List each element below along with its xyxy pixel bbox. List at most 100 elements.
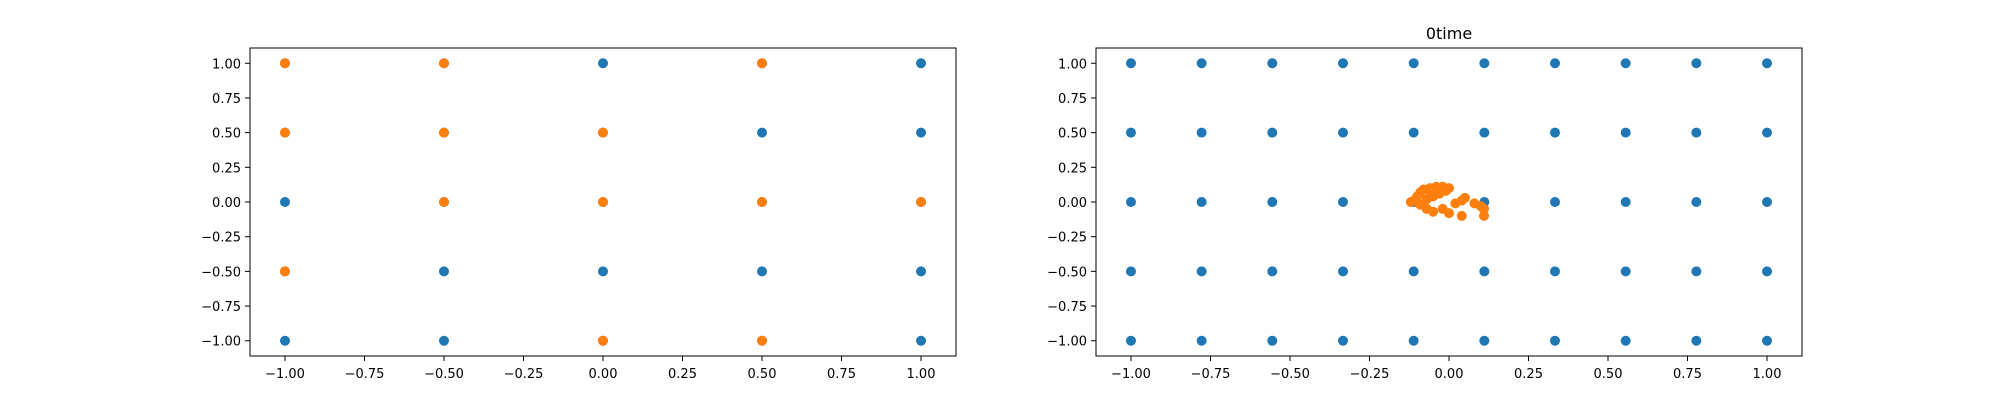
y-tick-label: 1.00 xyxy=(212,57,241,72)
y-tick-label: 0.75 xyxy=(1058,92,1087,107)
x-tick-label: 0.00 xyxy=(1435,367,1464,382)
scatter-point-series-1 xyxy=(1408,58,1419,69)
scatter-point-series-1 xyxy=(1479,127,1490,138)
scatter-point-series-1 xyxy=(757,127,768,138)
scatter-point-series-1 xyxy=(1549,266,1560,277)
y-tick-label: −1.00 xyxy=(1047,335,1087,350)
scatter-point-series-1 xyxy=(1691,266,1702,277)
scatter-point-series-1 xyxy=(1338,197,1349,207)
x-tick-label: 1.00 xyxy=(907,367,936,382)
x-tick-label: −1.00 xyxy=(265,367,305,382)
x-tick-label: 0.75 xyxy=(1673,367,1702,382)
y-tick-label: −0.75 xyxy=(201,300,241,315)
scatter-point-series-1 xyxy=(1762,58,1773,69)
scatter-point-series-1 xyxy=(1549,197,1560,207)
y-tick-label: 0.00 xyxy=(1058,196,1087,211)
scatter-point-series-2 xyxy=(279,58,290,69)
scatter-point-series-2 xyxy=(1428,206,1439,217)
y-tick-label: −0.25 xyxy=(1047,231,1087,246)
scatter-point-series-2 xyxy=(438,58,449,69)
x-tick-label: −0.25 xyxy=(504,367,544,382)
scatter-point-series-2 xyxy=(438,127,449,138)
scatter-point-series-1 xyxy=(1479,266,1490,277)
scatter-point-series-1 xyxy=(1620,127,1631,138)
scatter-point-series-1 xyxy=(1338,266,1349,277)
scatter-point-series-1 xyxy=(1267,335,1278,346)
scatter-point-series-1 xyxy=(1479,335,1490,346)
scatter-point-series-1 xyxy=(916,127,927,138)
x-tick-label: −0.75 xyxy=(1191,367,1231,382)
scatter-point-series-2 xyxy=(598,197,608,207)
scatter-point-series-2 xyxy=(1456,210,1467,221)
scatter-point-series-2 xyxy=(1478,203,1489,214)
scatter-point-series-1 xyxy=(1691,335,1702,346)
y-tick-label: 0.00 xyxy=(212,196,241,211)
x-tick-label: 0.50 xyxy=(748,367,777,382)
scatter-point-series-2 xyxy=(1444,208,1454,219)
x-tick-label: −0.75 xyxy=(345,367,385,382)
scatter-point-series-2 xyxy=(279,127,290,138)
right-scatter-panel: 0time −1.00 −0.75 −0.50 −0.25 0.00 0.25 0.50 0.… xyxy=(1047,24,1803,382)
scatter-point-series-2 xyxy=(598,335,608,346)
scatter-point-series-1 xyxy=(1762,266,1773,277)
scatter-point-series-1 xyxy=(598,58,608,69)
scatter-point-series-2 xyxy=(1434,184,1445,195)
axis-ticks: −1.00 −0.75 −0.50 −0.25 0.00 0.25 0.50 0.75 1.00… xyxy=(201,57,935,382)
scatter-point-series-1 xyxy=(916,335,927,346)
y-tick-label: −0.50 xyxy=(201,265,241,280)
scatter-point-series-1 xyxy=(1196,127,1207,138)
scatter-point-series-1 xyxy=(1762,197,1773,207)
scatter-point-series-1 xyxy=(438,335,449,346)
scatter-point-series-1 xyxy=(1408,127,1419,138)
y-tick-label: −0.50 xyxy=(1047,265,1087,280)
scatter-point-series-2 xyxy=(1478,210,1489,221)
scatter-point-series-1 xyxy=(1691,197,1702,207)
scatter-point-series-1 xyxy=(1762,335,1773,346)
scatter-point-series-2 xyxy=(438,197,449,207)
x-tick-label: 0.50 xyxy=(1594,367,1623,382)
x-tick-label: −0.50 xyxy=(424,367,464,382)
y-tick-label: 0.50 xyxy=(1058,127,1087,142)
scatter-point-series-1 xyxy=(1549,58,1560,69)
scatter-point-series-2 xyxy=(757,335,768,346)
axis-ticks: −1.00 −0.75 −0.50 −0.25 0.00 0.25 0.50 0.75 1.00… xyxy=(1047,57,1781,382)
y-tick-label: −1.00 xyxy=(201,335,241,350)
scatter-point-series-1 xyxy=(1620,266,1631,277)
scatter-point-series-1 xyxy=(1125,58,1136,69)
scatter-point-series-1 xyxy=(1338,335,1349,346)
scatter-point-series-2 xyxy=(1459,192,1470,203)
scatter-point-series-2 xyxy=(1405,197,1416,207)
scatter-point-series-1 xyxy=(916,58,927,69)
scatter-point-series-1 xyxy=(1267,197,1278,207)
y-tick-label: 1.00 xyxy=(1058,57,1087,72)
y-tick-label: −0.75 xyxy=(1047,300,1087,315)
scatter-point-series-2 xyxy=(916,197,927,207)
scatter-point-series-1 xyxy=(916,266,927,277)
scatter-point-series-1 xyxy=(1691,58,1702,69)
scatter-point-series-1 xyxy=(1338,127,1349,138)
scatter-point-series-1 xyxy=(1267,127,1278,138)
scatter-point-series-1 xyxy=(1620,58,1631,69)
scatter-point-series-1 xyxy=(598,266,608,277)
x-tick-label: 0.75 xyxy=(827,367,856,382)
scatter-point-series-1 xyxy=(1620,335,1631,346)
scatter-point-series-1 xyxy=(279,197,290,207)
scatter-point-series-2 xyxy=(1424,185,1435,196)
scatter-point-series-1 xyxy=(757,266,768,277)
scatter-point-series-1 xyxy=(1267,266,1278,277)
x-tick-label: −1.00 xyxy=(1111,367,1151,382)
scatter-point-series-2 xyxy=(279,266,290,277)
x-tick-label: 1.00 xyxy=(1753,367,1782,382)
x-tick-label: −0.25 xyxy=(1350,367,1390,382)
x-tick-label: −0.50 xyxy=(1270,367,1310,382)
x-tick-label: 0.25 xyxy=(1514,367,1543,382)
scatter-point-series-1 xyxy=(1196,58,1207,69)
y-tick-label: 0.25 xyxy=(1058,161,1087,176)
plot-marks xyxy=(1125,58,1773,346)
scatter-point-series-1 xyxy=(1125,266,1136,277)
y-tick-label: 0.75 xyxy=(212,92,241,107)
scatter-point-series-1 xyxy=(1549,127,1560,138)
y-tick-label: −0.25 xyxy=(201,231,241,246)
